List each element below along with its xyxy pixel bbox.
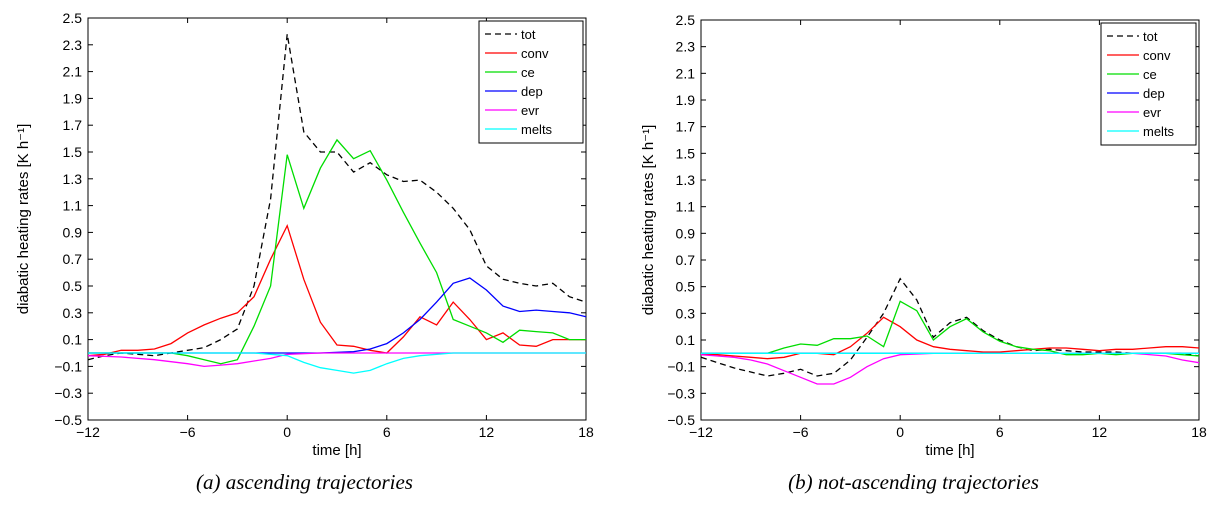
y-tick-label: 2.3 — [63, 37, 83, 53]
y-tick-label: 1.1 — [63, 198, 83, 214]
chart-panel-a: −0.5 −0.3 −0.1 0.1 0.3 0.5 0.7 0.9 1.1 1.3 1.5 1.7 1… — [15, 10, 594, 459]
y-tick-label: 0.9 — [63, 224, 83, 240]
y-tick-label: 0.1 — [676, 332, 696, 348]
y-tick-label: −0.5 — [54, 412, 82, 428]
plot-frame — [700, 19, 1200, 421]
y-tick-label: 2.5 — [676, 12, 696, 28]
caption-b: (b) not-ascending trajectories — [788, 470, 1039, 494]
caption-a: (a) ascending trajectories — [196, 470, 413, 494]
x-tick-label: 12 — [479, 424, 495, 440]
y-tick-label: 2.5 — [63, 10, 83, 26]
y-tick-label: 2.3 — [676, 39, 696, 55]
x-tick-label: 6 — [996, 424, 1004, 440]
legend-label-dep: dep — [521, 84, 543, 99]
y-tick-label: 0.3 — [676, 305, 696, 321]
legend-label-evr: evr — [521, 103, 540, 118]
series-line-ce — [88, 138, 586, 365]
legend-label-ce: ce — [1143, 67, 1157, 82]
y-tick-label: 1.9 — [676, 92, 696, 108]
y-tick-label: 2.1 — [676, 65, 696, 81]
series-line-tot — [700, 277, 1200, 377]
y-tick-label: 0.1 — [63, 332, 83, 348]
y-tick-label: −0.1 — [54, 358, 82, 374]
y-tick-label: 0.5 — [63, 278, 83, 294]
legend-label-melts: melts — [521, 122, 553, 137]
legend-label-conv: conv — [521, 46, 549, 61]
x-tick-label: 18 — [578, 424, 594, 440]
y-tick-label: 1.9 — [63, 90, 83, 106]
series-line-conv — [87, 223, 586, 357]
chart-panel-b: −0.5 −0.3 −0.1 0.1 0.3 0.5 0.7 0.9 1.1 1.3 1.5 1.7 1… — [640, 12, 1207, 459]
y-tick-label: −0.3 — [667, 385, 695, 401]
x-axis-label: time [h] — [925, 442, 974, 459]
legend-label-evr: evr — [1143, 105, 1162, 120]
x-tick-label: −12 — [689, 424, 713, 440]
x-tick-label: −6 — [180, 424, 196, 440]
y-tick-label: 1.3 — [63, 171, 83, 187]
y-axis-label: diabatic heating rates [K h⁻¹] — [15, 124, 32, 315]
series-line-conv — [701, 316, 1200, 360]
legend-box — [478, 20, 584, 144]
x-tick-label: −6 — [793, 424, 809, 440]
x-tick-label: 0 — [283, 424, 291, 440]
y-tick-label: 0.7 — [676, 252, 696, 268]
series-line-dep — [88, 277, 587, 354]
y-tick-label: 0.3 — [63, 305, 83, 321]
legend-label-dep: dep — [1143, 86, 1165, 101]
y-tick-label: 0.5 — [676, 279, 696, 295]
legend-label-melts: melts — [1143, 124, 1175, 139]
y-tick-label: 1.3 — [676, 172, 696, 188]
y-tick-label: −0.1 — [667, 359, 695, 375]
series-line-ce — [701, 300, 1200, 357]
legend-label-conv: conv — [1143, 48, 1171, 63]
y-tick-label: 1.7 — [676, 119, 696, 135]
x-tick-label: 18 — [1191, 424, 1207, 440]
legend-label-tot: tot — [521, 27, 536, 42]
x-axis-label: time [h] — [312, 442, 361, 459]
figure-canvas: −0.5 −0.3 −0.1 0.1 0.3 0.5 0.7 0.9 1.1 1.3 1.5 1.7 1… — [15, 10, 1207, 459]
y-axis-label: diabatic heating rates [K h⁻¹] — [640, 125, 657, 316]
x-tick-label: 0 — [896, 424, 904, 440]
y-tick-label: 2.1 — [63, 64, 83, 80]
y-tick-label: 1.1 — [676, 199, 696, 215]
y-tick-label: 1.5 — [676, 145, 696, 161]
plot-frame — [87, 17, 587, 421]
series-line-evr — [87, 352, 586, 368]
legend-box — [1100, 22, 1197, 146]
x-tick-label: 12 — [1092, 424, 1108, 440]
x-tick-label: 6 — [383, 424, 391, 440]
y-tick-label: 1.7 — [63, 117, 83, 133]
y-tick-label: −0.5 — [667, 412, 695, 428]
x-tick-label: −12 — [76, 424, 100, 440]
series-line-melts — [88, 352, 586, 374]
legend-label-tot: tot — [1143, 29, 1158, 44]
y-tick-label: 0.9 — [676, 225, 696, 241]
legend-label-ce: ce — [521, 65, 535, 80]
y-tick-label: 1.5 — [63, 144, 83, 160]
y-tick-label: 0.7 — [63, 251, 83, 267]
y-tick-label: −0.3 — [54, 385, 82, 401]
